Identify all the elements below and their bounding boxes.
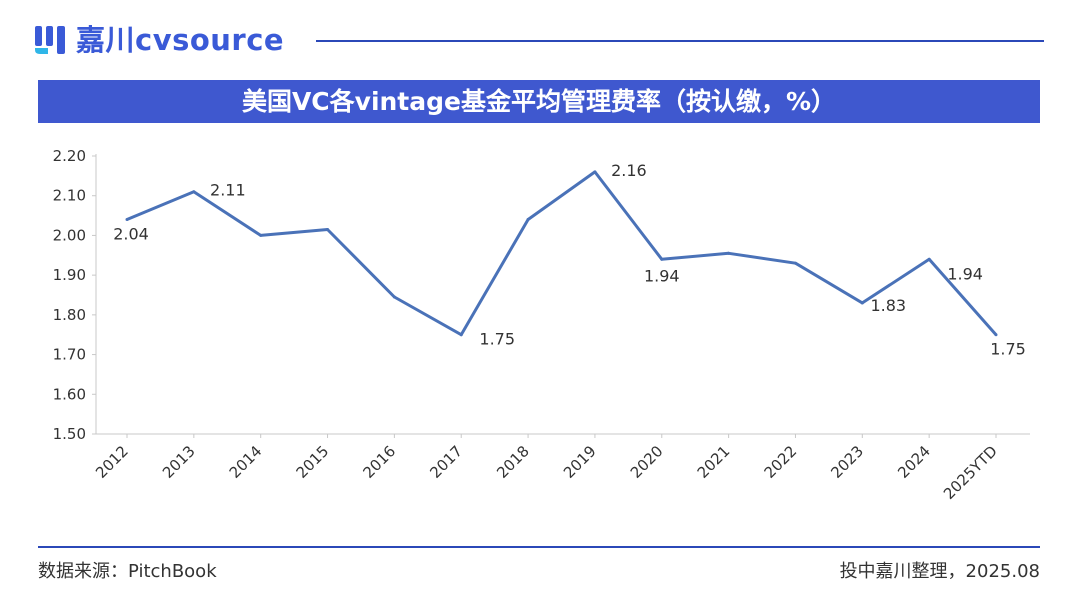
y-tick-label: 1.50 (53, 425, 86, 443)
x-tick-label: 2013 (159, 442, 199, 482)
footer-rule (38, 546, 1040, 548)
header-rule (316, 40, 1044, 42)
data-point (727, 251, 731, 255)
data-point (860, 301, 864, 305)
data-label: 1.75 (479, 330, 515, 349)
x-tick-label: 2019 (560, 442, 600, 482)
data-label: 2.11 (210, 181, 246, 200)
x-tick-label: 2018 (493, 442, 533, 482)
y-tick-label: 1.60 (53, 385, 86, 403)
chart-title: 美国VC各vintage基金平均管理费率（按认缴，%） (38, 80, 1040, 123)
data-point (392, 295, 396, 299)
data-point (459, 333, 463, 337)
x-tick-label: 2012 (92, 442, 132, 482)
data-label: 1.94 (947, 264, 983, 283)
y-tick-label: 1.90 (53, 266, 86, 284)
data-label: 2.04 (113, 225, 149, 244)
x-tick-label: 2015 (293, 442, 333, 482)
y-tick-label: 1.80 (53, 306, 86, 324)
data-label: 1.94 (644, 266, 680, 285)
data-point (192, 190, 196, 194)
x-tick-label: 2016 (359, 442, 399, 482)
data-label: 2.16 (611, 161, 647, 180)
data-point (593, 170, 597, 174)
x-tick-label: 2014 (226, 442, 266, 482)
series-line (126, 170, 998, 337)
x-tick-label: 2017 (426, 442, 466, 482)
y-tick-label: 2.00 (53, 226, 86, 244)
data-label: 1.83 (870, 296, 906, 315)
data-point (326, 227, 330, 231)
data-point (660, 257, 664, 261)
data-point (526, 218, 530, 222)
y-tick-label: 1.70 (53, 346, 86, 364)
x-tick-label: 2021 (694, 442, 734, 482)
cvsource-logo-icon (35, 26, 65, 54)
x-tick-label: 2023 (827, 442, 867, 482)
data-label: 1.75 (990, 340, 1026, 359)
y-tick-label: 2.10 (53, 187, 86, 205)
x-tick-label: 2024 (894, 442, 934, 482)
data-point (793, 261, 797, 265)
x-tick-label: 2022 (761, 442, 801, 482)
data-point (125, 218, 129, 222)
data-point (994, 333, 998, 337)
credit-date: 投中嘉川整理，2025.08 (839, 561, 1040, 582)
data-point (259, 233, 263, 237)
y-tick-label: 2.20 (53, 147, 86, 165)
header: 嘉川cvsource (34, 20, 1044, 60)
brand-logo-text: 嘉川cvsource (76, 23, 285, 57)
x-tick-label: 2025YTD (940, 442, 1001, 503)
x-tick-label: 2020 (627, 442, 667, 482)
data-source: 数据来源：PitchBook (38, 561, 217, 582)
line-chart: 2.20 2.10 2.00 1.90 1.80 1.70 1.60 1.50 2012 2013… (53, 147, 1030, 503)
data-point (927, 257, 931, 261)
